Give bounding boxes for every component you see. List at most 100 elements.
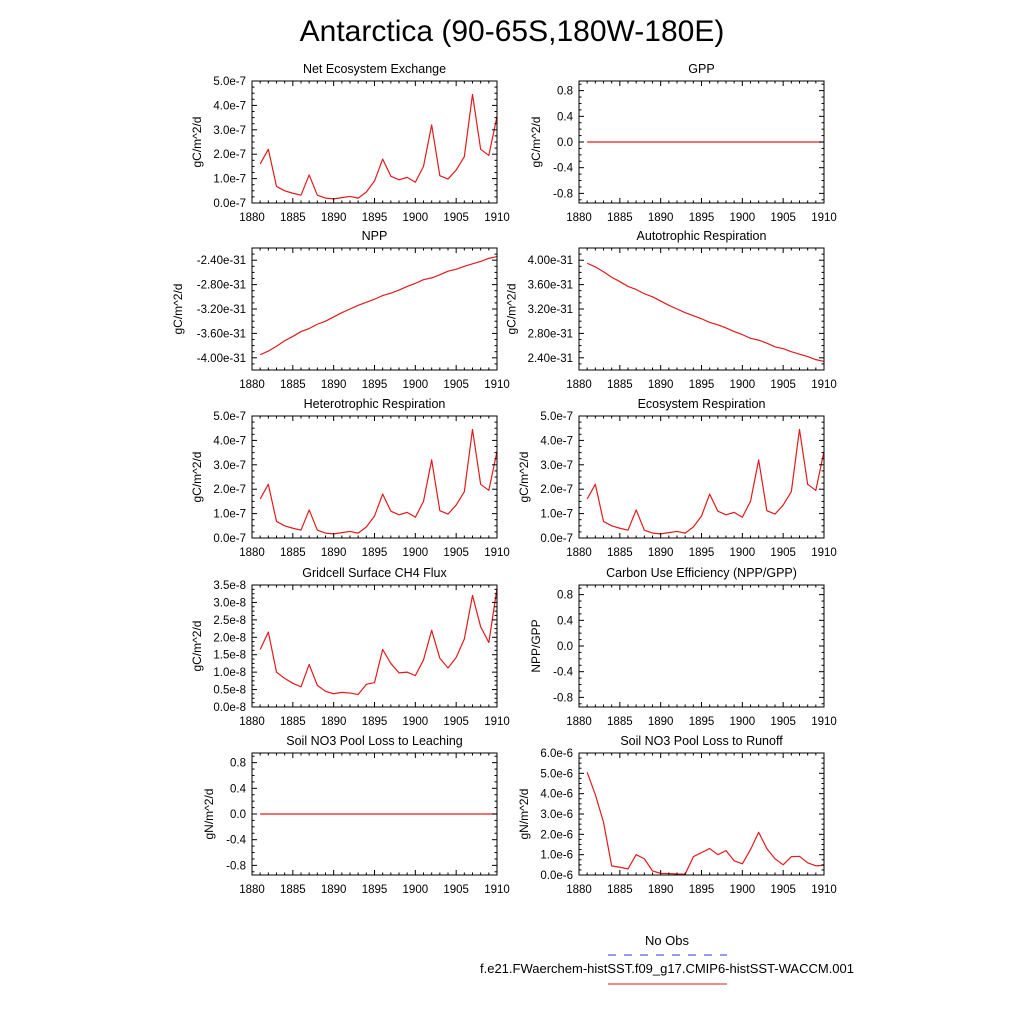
y-tick-label-npp: -3.60e-31 — [197, 328, 246, 340]
y-tick-label-heterotrophic-respiration: 2.0e-7 — [213, 484, 246, 496]
series-line-heterotrophic-respiration — [259, 428, 498, 535]
y-tick-label-ecosystem-respiration: 3.0e-7 — [540, 460, 573, 472]
y-tick-label-gpp: -0.8 — [553, 188, 573, 200]
y-tick-label-soil-no3-pool-loss-to-leaching: -0.8 — [226, 860, 246, 872]
y-tick-label-net-ecosystem-exchange: 4.0e-7 — [213, 100, 246, 112]
x-tick-label-carbon-use-efficiency-npp-gpp: 1885 — [607, 716, 633, 728]
x-tick-label-net-ecosystem-exchange: 1910 — [484, 212, 510, 224]
x-tick-label-carbon-use-efficiency-npp-gpp: 1890 — [648, 716, 674, 728]
y-axis-label-soil-no3-pool-loss-to-leaching: gN/m^2/d — [202, 789, 216, 840]
plot-frame-carbon-use-efficiency-npp-gpp — [578, 584, 825, 708]
panel-title-gpp: GPP — [688, 62, 714, 76]
series-line-gridcell-surface-ch4-flux — [259, 588, 498, 696]
y-tick-label-soil-no3-pool-loss-to-leaching: 0.4 — [230, 783, 247, 795]
x-tick-label-ecosystem-respiration: 1910 — [811, 547, 837, 559]
x-tick-label-autotrophic-respiration: 1905 — [770, 379, 796, 391]
panel-title-autotrophic-respiration: Autotrophic Respiration — [637, 229, 767, 243]
y-tick-label-carbon-use-efficiency-npp-gpp: 0.4 — [557, 615, 574, 627]
plot-frame-net-ecosystem-exchange — [251, 80, 498, 204]
x-tick-label-ecosystem-respiration: 1890 — [648, 547, 674, 559]
y-axis-label-net-ecosystem-exchange: gC/m^2/d — [190, 117, 204, 168]
panel-autotrophic-respiration: Autotrophic Respiration 1880 1885 1890 1895 1… — [504, 229, 836, 391]
y-axis-label-npp: gC/m^2/d — [171, 284, 185, 335]
x-tick-label-autotrophic-respiration: 1895 — [689, 379, 715, 391]
y-axis-label-heterotrophic-respiration: gC/m^2/d — [190, 452, 204, 503]
panel-npp: NPP 1880 1885 1890 1895 1900 1905 1910 -4.00e-31… — [171, 229, 510, 391]
panel-title-net-ecosystem-exchange: Net Ecosystem Exchange — [303, 62, 446, 76]
y-tick-label-autotrophic-respiration: 2.80e-31 — [528, 328, 573, 340]
x-tick-label-autotrophic-respiration: 1910 — [811, 379, 837, 391]
x-tick-label-net-ecosystem-exchange: 1885 — [280, 212, 306, 224]
x-tick-label-gridcell-surface-ch4-flux: 1885 — [280, 716, 306, 728]
y-tick-label-soil-no3-pool-loss-to-leaching: 0.0 — [230, 809, 246, 821]
y-tick-label-carbon-use-efficiency-npp-gpp: 0.8 — [557, 590, 573, 602]
panel-ecosystem-respiration: Ecosystem Respiration 1880 1885 1890 1895 190… — [517, 397, 837, 559]
plot-frame-gridcell-surface-ch4-flux — [251, 584, 498, 708]
panel-title-carbon-use-efficiency-npp-gpp: Carbon Use Efficiency (NPP/GPP) — [606, 566, 797, 580]
y-tick-label-soil-no3-pool-loss-to-leaching: 0.8 — [230, 758, 246, 770]
x-tick-label-gridcell-surface-ch4-flux: 1890 — [321, 716, 347, 728]
x-tick-label-npp: 1890 — [321, 379, 347, 391]
y-tick-label-npp: -2.80e-31 — [197, 280, 246, 292]
y-tick-label-ecosystem-respiration: 0.0e-7 — [540, 533, 573, 545]
x-tick-label-net-ecosystem-exchange: 1890 — [321, 212, 347, 224]
panel-title-ecosystem-respiration: Ecosystem Respiration — [638, 397, 766, 411]
x-tick-label-ecosystem-respiration: 1900 — [730, 547, 756, 559]
y-tick-label-autotrophic-respiration: 3.60e-31 — [528, 280, 573, 292]
x-tick-label-gpp: 1890 — [648, 212, 674, 224]
x-tick-label-soil-no3-pool-loss-to-runoff: 1890 — [648, 884, 674, 896]
x-tick-label-soil-no3-pool-loss-to-leaching: 1895 — [362, 884, 388, 896]
x-tick-label-autotrophic-respiration: 1890 — [648, 379, 674, 391]
plot-frame-heterotrophic-respiration — [251, 415, 498, 539]
y-tick-label-gridcell-surface-ch4-flux: 2.5e-8 — [213, 615, 246, 627]
x-tick-label-soil-no3-pool-loss-to-leaching: 1880 — [239, 884, 265, 896]
y-tick-label-gpp: 0.8 — [557, 86, 573, 98]
x-tick-label-soil-no3-pool-loss-to-runoff: 1910 — [811, 884, 837, 896]
x-tick-label-soil-no3-pool-loss-to-runoff: 1900 — [730, 884, 756, 896]
y-tick-label-net-ecosystem-exchange: 1.0e-7 — [213, 174, 246, 186]
x-tick-label-soil-no3-pool-loss-to-runoff: 1895 — [689, 884, 715, 896]
x-tick-label-gpp: 1885 — [607, 212, 633, 224]
y-tick-label-autotrophic-respiration: 3.20e-31 — [528, 304, 573, 316]
x-tick-label-carbon-use-efficiency-npp-gpp: 1900 — [730, 716, 756, 728]
x-tick-label-heterotrophic-respiration: 1880 — [239, 547, 265, 559]
x-tick-label-soil-no3-pool-loss-to-runoff: 1905 — [770, 884, 796, 896]
x-tick-label-carbon-use-efficiency-npp-gpp: 1910 — [811, 716, 837, 728]
panel-carbon-use-efficiency-npp-gpp: Carbon Use Efficiency (NPP/GPP) 1880 1885 1… — [529, 566, 837, 728]
y-tick-label-soil-no3-pool-loss-to-runoff: 1.0e-6 — [540, 850, 573, 862]
x-tick-label-soil-no3-pool-loss-to-runoff: 1885 — [607, 884, 633, 896]
x-tick-label-gridcell-surface-ch4-flux: 1910 — [484, 716, 510, 728]
panel-soil-no3-pool-loss-to-leaching: Soil NO3 Pool Loss to Leaching 1880 1885 18… — [202, 734, 510, 896]
plot-frame-ecosystem-respiration — [578, 415, 825, 539]
panel-gridcell-surface-ch4-flux: Gridcell Surface CH4 Flux 1880 1885 1890 189… — [190, 566, 510, 728]
y-tick-label-gridcell-surface-ch4-flux: 2.0e-8 — [213, 632, 246, 644]
panel-soil-no3-pool-loss-to-runoff: Soil NO3 Pool Loss to Runoff 1880 1885 1890… — [517, 734, 837, 896]
y-tick-label-autotrophic-respiration: 4.00e-31 — [528, 255, 573, 267]
y-tick-label-soil-no3-pool-loss-to-leaching: -0.4 — [226, 835, 246, 847]
panel-gpp: GPP 1880 1885 1890 1895 1900 1905 1910 -0.8 -0.4 0… — [529, 62, 837, 224]
x-tick-label-gridcell-surface-ch4-flux: 1880 — [239, 716, 265, 728]
y-tick-label-carbon-use-efficiency-npp-gpp: -0.8 — [553, 692, 573, 704]
y-axis-label-carbon-use-efficiency-npp-gpp: NPP/GPP — [529, 619, 543, 672]
x-tick-label-heterotrophic-respiration: 1885 — [280, 547, 306, 559]
x-tick-label-autotrophic-respiration: 1900 — [730, 379, 756, 391]
x-tick-label-npp: 1880 — [239, 379, 265, 391]
panel-net-ecosystem-exchange: Net Ecosystem Exchange 1880 1885 1890 1895 19… — [190, 62, 510, 224]
x-tick-label-net-ecosystem-exchange: 1905 — [443, 212, 469, 224]
x-tick-label-heterotrophic-respiration: 1890 — [321, 547, 347, 559]
x-tick-label-gridcell-surface-ch4-flux: 1895 — [362, 716, 388, 728]
x-tick-label-carbon-use-efficiency-npp-gpp: 1895 — [689, 716, 715, 728]
series-line-net-ecosystem-exchange — [259, 93, 498, 200]
panel-title-gridcell-surface-ch4-flux: Gridcell Surface CH4 Flux — [302, 566, 447, 580]
x-tick-label-gridcell-surface-ch4-flux: 1900 — [403, 716, 429, 728]
y-tick-label-gridcell-surface-ch4-flux: 0.5e-8 — [213, 685, 246, 697]
y-tick-label-soil-no3-pool-loss-to-runoff: 2.0e-6 — [540, 829, 573, 841]
legend-label-model-run: f.e21.FWaerchem-histSST.f09_g17.CMIP6-hi… — [480, 961, 854, 976]
x-tick-label-heterotrophic-respiration: 1910 — [484, 547, 510, 559]
y-tick-label-net-ecosystem-exchange: 5.0e-7 — [213, 76, 246, 88]
y-tick-label-autotrophic-respiration: 2.40e-31 — [528, 353, 573, 365]
x-tick-label-npp: 1910 — [484, 379, 510, 391]
y-tick-label-gpp: -0.4 — [553, 163, 573, 175]
panel-title-soil-no3-pool-loss-to-runoff: Soil NO3 Pool Loss to Runoff — [620, 734, 783, 748]
